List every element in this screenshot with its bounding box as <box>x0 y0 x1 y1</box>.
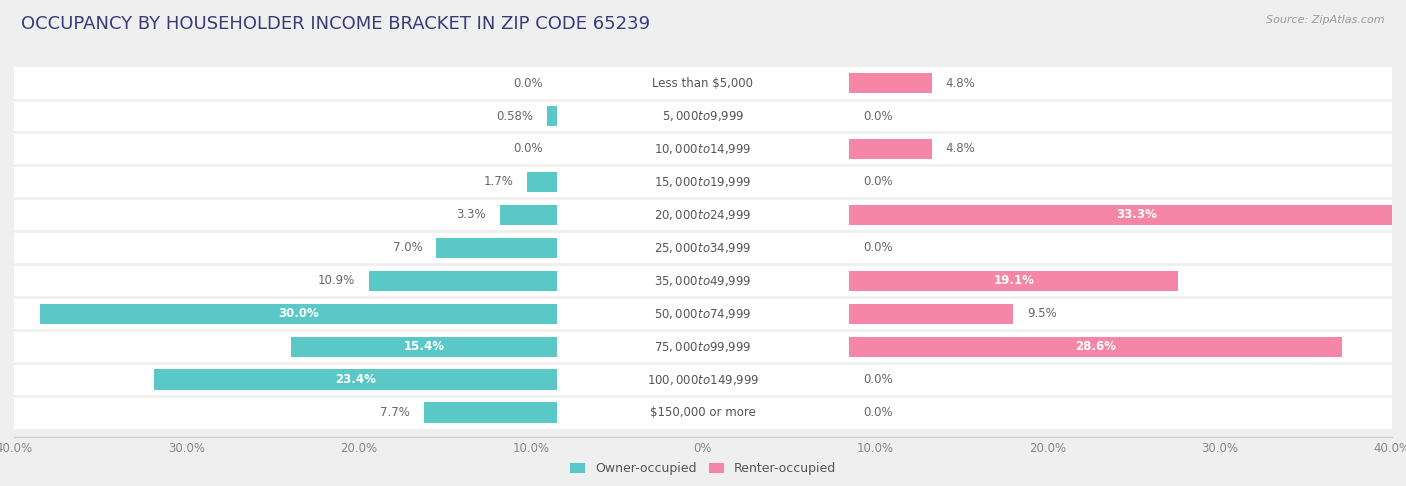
Bar <box>153 369 557 390</box>
Bar <box>499 205 557 225</box>
Bar <box>527 172 557 192</box>
FancyBboxPatch shape <box>14 396 1392 429</box>
Text: $25,000 to $34,999: $25,000 to $34,999 <box>654 241 752 255</box>
Text: 4.8%: 4.8% <box>946 142 976 156</box>
Bar <box>436 238 557 258</box>
Text: 30.0%: 30.0% <box>278 307 319 320</box>
Bar <box>849 73 932 93</box>
Text: $100,000 to $149,999: $100,000 to $149,999 <box>647 373 759 387</box>
FancyBboxPatch shape <box>14 100 1392 133</box>
Text: 28.6%: 28.6% <box>1076 340 1116 353</box>
Text: 3.3%: 3.3% <box>457 208 486 222</box>
Bar <box>849 139 932 159</box>
Text: 0.0%: 0.0% <box>863 373 893 386</box>
Text: Less than $5,000: Less than $5,000 <box>652 76 754 89</box>
Text: 10.9%: 10.9% <box>318 274 356 287</box>
Text: 23.4%: 23.4% <box>335 373 375 386</box>
FancyBboxPatch shape <box>14 330 1392 363</box>
Text: 7.0%: 7.0% <box>392 242 422 254</box>
Text: 1.7%: 1.7% <box>484 175 513 189</box>
Bar <box>849 336 1341 357</box>
Text: $50,000 to $74,999: $50,000 to $74,999 <box>654 307 752 321</box>
FancyBboxPatch shape <box>14 297 1392 330</box>
Bar <box>849 271 1178 291</box>
Text: OCCUPANCY BY HOUSEHOLDER INCOME BRACKET IN ZIP CODE 65239: OCCUPANCY BY HOUSEHOLDER INCOME BRACKET … <box>21 15 650 33</box>
Text: $75,000 to $99,999: $75,000 to $99,999 <box>654 340 752 354</box>
Text: $15,000 to $19,999: $15,000 to $19,999 <box>654 175 752 189</box>
Bar <box>849 205 1406 225</box>
Text: 0.0%: 0.0% <box>863 242 893 254</box>
Text: $10,000 to $14,999: $10,000 to $14,999 <box>654 142 752 156</box>
Text: $35,000 to $49,999: $35,000 to $49,999 <box>654 274 752 288</box>
Text: $20,000 to $24,999: $20,000 to $24,999 <box>654 208 752 222</box>
FancyBboxPatch shape <box>14 165 1392 198</box>
Text: $150,000 or more: $150,000 or more <box>650 406 756 419</box>
Text: 7.7%: 7.7% <box>381 406 411 419</box>
Text: 9.5%: 9.5% <box>1026 307 1056 320</box>
FancyBboxPatch shape <box>14 231 1392 264</box>
Text: 19.1%: 19.1% <box>994 274 1035 287</box>
Bar <box>425 402 557 423</box>
Bar <box>849 304 1012 324</box>
Bar <box>547 106 557 126</box>
Text: 0.0%: 0.0% <box>863 406 893 419</box>
Legend: Owner-occupied, Renter-occupied: Owner-occupied, Renter-occupied <box>565 457 841 481</box>
Text: 0.0%: 0.0% <box>863 175 893 189</box>
FancyBboxPatch shape <box>14 67 1392 100</box>
Bar <box>368 271 557 291</box>
Text: 0.0%: 0.0% <box>513 76 543 89</box>
Bar <box>291 336 557 357</box>
Text: $5,000 to $9,999: $5,000 to $9,999 <box>662 109 744 123</box>
Text: 0.0%: 0.0% <box>513 142 543 156</box>
FancyBboxPatch shape <box>14 198 1392 231</box>
FancyBboxPatch shape <box>14 133 1392 165</box>
Bar <box>39 304 557 324</box>
Text: Source: ZipAtlas.com: Source: ZipAtlas.com <box>1267 15 1385 25</box>
Text: 33.3%: 33.3% <box>1116 208 1157 222</box>
FancyBboxPatch shape <box>14 264 1392 297</box>
Text: 0.0%: 0.0% <box>863 109 893 122</box>
Text: 15.4%: 15.4% <box>404 340 444 353</box>
Text: 4.8%: 4.8% <box>946 76 976 89</box>
Text: 0.58%: 0.58% <box>496 109 533 122</box>
FancyBboxPatch shape <box>14 363 1392 396</box>
